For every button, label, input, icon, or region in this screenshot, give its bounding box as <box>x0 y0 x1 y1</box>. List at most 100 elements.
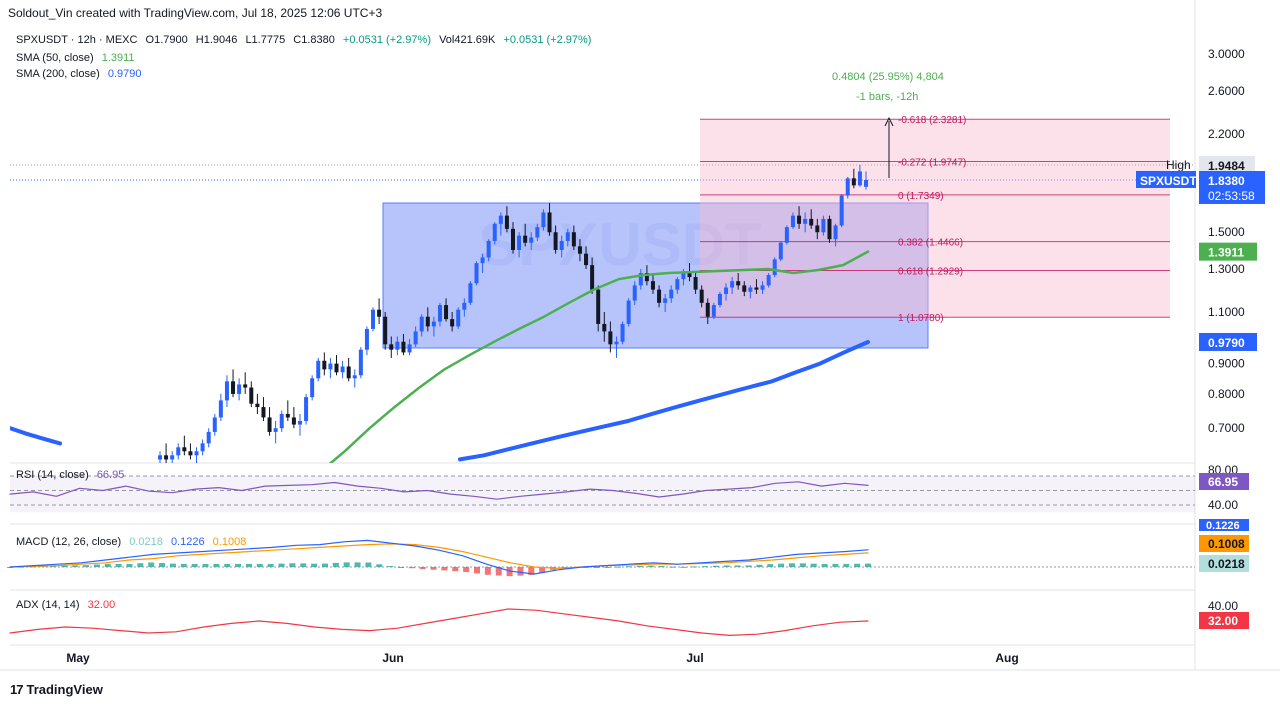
price-axis[interactable]: 3.0000 2.6000 2.2000 1.5000 1.3000 1.1000 0.90… <box>1136 47 1265 629</box>
candlesticks <box>158 164 868 463</box>
candle-body <box>687 273 692 278</box>
candle-body <box>517 235 522 250</box>
adx-line <box>9 608 869 636</box>
candle-body <box>553 232 558 250</box>
price-tick: 0.8000 <box>1208 387 1245 401</box>
sma200-label: SMA (200, close) <box>16 68 100 80</box>
candle-body <box>602 323 607 332</box>
fib-label-2: 0 (1.7349) <box>898 191 944 202</box>
fib-label-5: 1 (1.0780) <box>898 313 944 324</box>
candle-body <box>377 309 382 317</box>
candle-body <box>511 228 515 250</box>
macd-hist-bar <box>343 562 350 567</box>
symbol-tag-text: SPXUSDT <box>1140 174 1197 188</box>
macd-signal-tag <box>1199 535 1249 552</box>
price-tick: 0.7000 <box>1208 421 1245 435</box>
candle-body <box>328 363 333 370</box>
macd-hist-bar <box>452 567 459 572</box>
rsi-legend[interactable]: RSI (14, close) 66.95 <box>16 469 129 481</box>
macd-hist-bar <box>658 565 665 567</box>
macd-hist-bar <box>604 566 611 568</box>
fib-retracement[interactable]: -0.618 (2.3281) -0.272 (1.9747) 0 (1.7349)… <box>700 115 1170 324</box>
candle-body <box>748 287 753 292</box>
candle-body <box>164 455 169 460</box>
macd-legend[interactable]: MACD (12, 26, close) 0.0218 0.1226 0.100… <box>16 536 251 548</box>
candle-body <box>267 417 272 432</box>
symbol-title[interactable]: SPXUSDT · 12h · MEXC <box>16 34 138 46</box>
macd-hist-bar <box>376 564 383 567</box>
volume-value: Vol421.69K <box>439 34 496 46</box>
candle-body <box>474 263 479 284</box>
candle-body <box>766 275 771 286</box>
candle-body <box>456 309 461 327</box>
indicator-panes <box>7 475 1195 636</box>
candle-body <box>273 428 278 432</box>
macd-signal-tag-text: 0.1008 <box>1208 537 1245 551</box>
candle-body <box>681 273 686 280</box>
macd-hist-bar <box>397 567 404 568</box>
macd-hist-bar <box>517 567 524 576</box>
macd-hist-tag <box>1199 555 1249 572</box>
macd-hist-bar <box>321 563 328 567</box>
ohlc-low: L1.7775 <box>245 34 286 46</box>
macd-hist-bar <box>680 566 687 568</box>
macd-hist-bar <box>712 565 719 567</box>
macd-hist-bar <box>300 563 307 567</box>
candle-body <box>492 223 497 241</box>
candle-body <box>407 344 412 353</box>
macd-hist-bar <box>582 567 589 568</box>
fib-zone <box>700 119 1170 318</box>
high-value: 1.9484 <box>1208 159 1245 173</box>
candle-body <box>839 195 844 226</box>
candle-body <box>413 331 418 345</box>
adx-legend[interactable]: ADX (14, 14) 32.00 <box>16 599 120 611</box>
rsi-value: 66.95 <box>96 469 125 481</box>
macd-hist-bar <box>506 567 513 577</box>
macd-hist-bar <box>745 565 752 567</box>
macd-hist-bar <box>61 565 68 567</box>
price-tick: 1.3000 <box>1208 262 1245 276</box>
candle-body <box>596 289 601 324</box>
candle-body <box>760 285 765 290</box>
candle-body <box>644 273 649 282</box>
sma50-legend[interactable]: SMA (50, close) 1.3911 <box>16 52 140 64</box>
macd-hist-bar <box>137 563 144 567</box>
candle-body <box>395 341 400 350</box>
adx-value: 32.00 <box>87 599 116 611</box>
macd-hist-bar <box>278 563 285 567</box>
time-axis[interactable]: May Jun Jul Aug <box>0 651 1280 671</box>
candle-body <box>693 277 698 290</box>
candle-body <box>851 178 856 186</box>
candle-body <box>224 381 229 401</box>
candle-body <box>383 316 388 345</box>
sma50-value: 1.3911 <box>101 52 135 64</box>
candle-body <box>237 384 242 394</box>
tradingview-logo[interactable]: 17 TradingView <box>10 682 103 697</box>
macd-line-tag-text: 0.1226 <box>1206 520 1240 532</box>
attribution: Soldout_Vin created with TradingView.com… <box>8 6 383 20</box>
macd-hist-bar <box>408 567 415 569</box>
candle-body <box>699 289 704 303</box>
fib-label-4: 0.618 (1.2929) <box>898 266 963 277</box>
candle-body <box>285 413 290 418</box>
sma200-legend[interactable]: SMA (200, close) 0.9790 <box>16 68 146 80</box>
candle-body <box>590 265 595 290</box>
macd-hist-bar <box>691 566 698 568</box>
candle-body <box>541 212 546 228</box>
candle-body <box>608 331 613 345</box>
macd-signal-value: 0.1008 <box>212 536 247 548</box>
adx-partial-tick: 40.00 <box>1208 599 1238 613</box>
macd-hist-bar <box>365 562 372 567</box>
candle-body <box>206 431 211 444</box>
candle-body <box>304 397 309 421</box>
candle-body <box>657 289 662 303</box>
candle-body <box>535 227 540 238</box>
candle-body <box>754 287 759 290</box>
macd-hist-bar <box>332 562 339 567</box>
tradingview-logo-text: TradingView <box>26 682 103 697</box>
price-tick: 2.2000 <box>1208 127 1245 141</box>
candle-body <box>772 259 777 276</box>
candle-body <box>705 302 710 317</box>
candle-body <box>170 455 175 460</box>
